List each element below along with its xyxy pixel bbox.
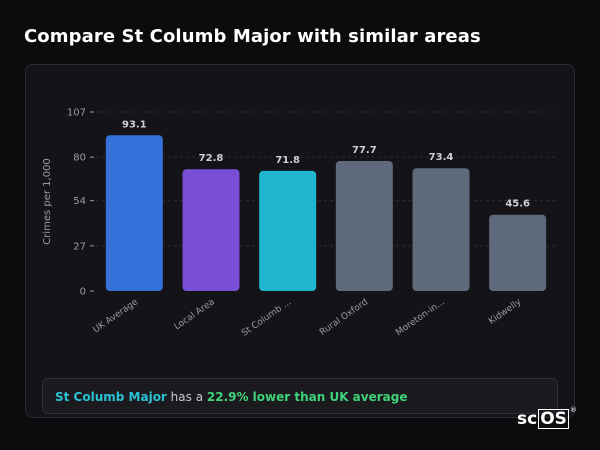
logo-registered-mark: ® (569, 406, 577, 414)
x-tick-label: Local Area (173, 297, 217, 332)
crime-comparison-chart: Crimes per 1,000 0 27 54 80 107 93.1 UK Average… (42, 108, 556, 339)
y-tick-label: 27 (73, 241, 86, 252)
bar-value-label: 77.7 (352, 145, 377, 156)
y-tick-label: 54 (73, 196, 86, 207)
brand-logo: sc OS ® (517, 406, 577, 429)
y-axis-label: Crimes per 1,000 (42, 158, 53, 245)
summary-area-name: St Columb Major (55, 390, 167, 404)
bar (412, 168, 470, 291)
bar-value-label: 73.4 (429, 152, 454, 163)
summary-comparison: 22.9% lower than UK average (206, 390, 408, 404)
y-tick-label: 107 (67, 108, 86, 119)
bar-value-label: 72.8 (199, 153, 224, 164)
bar (259, 170, 317, 291)
x-tick-label: Rural Oxford (318, 297, 370, 338)
y-tick-label: 80 (73, 153, 86, 164)
x-tick-label: Moreton-in... (394, 297, 447, 338)
x-tick-label: Kidwelly (487, 297, 524, 327)
bar (489, 214, 547, 291)
bar (105, 135, 163, 291)
page-title: Compare St Columb Major with similar are… (24, 26, 481, 47)
summary-box: St Columb Major has a 22.9% lower than U… (42, 378, 558, 414)
y-tick-label: 0 (80, 287, 86, 298)
bar (182, 169, 240, 291)
logo-text-boxed: OS (538, 409, 569, 429)
x-tick-label: UK Average (91, 297, 140, 335)
bar-value-label: 45.6 (505, 199, 530, 210)
bar-value-label: 71.8 (275, 155, 300, 166)
logo-text-prefix: sc (517, 409, 538, 429)
bar-value-label: 93.1 (122, 119, 147, 130)
chart-card: Crimes per 1,000 0 27 54 80 107 93.1 UK Average… (25, 64, 575, 418)
x-tick-label: St Columb ... (240, 297, 293, 338)
bar (335, 161, 393, 291)
summary-middle-text: has a (166, 390, 207, 404)
